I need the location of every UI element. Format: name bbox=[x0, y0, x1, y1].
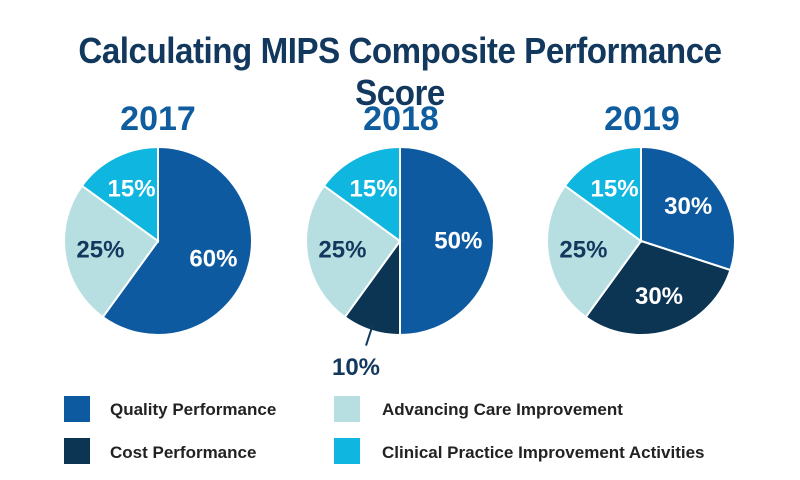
pie-2018-label-cost: 10% bbox=[332, 354, 380, 381]
pie-2017-slice-clinical bbox=[80, 145, 159, 243]
pie-2019-slice-quality bbox=[640, 145, 736, 272]
pie-2019-slice-advancing bbox=[546, 184, 643, 319]
pie-2017-label-quality: 60% bbox=[189, 246, 237, 273]
pie-2017-label-advancing: 25% bbox=[76, 237, 124, 264]
pie-2018: 50% 10% 25% 15% bbox=[305, 145, 495, 381]
legend-label-quality: Quality Performance bbox=[110, 400, 277, 419]
pie-2019-label-quality: 30% bbox=[664, 193, 712, 220]
pie-2018-slice-clinical bbox=[322, 145, 401, 243]
year-label-2018: 2018 bbox=[363, 100, 439, 138]
legend-swatch-clinical bbox=[334, 438, 360, 464]
legend-label-cost: Cost Performance bbox=[110, 443, 257, 462]
year-label-2017: 2017 bbox=[120, 100, 196, 138]
pie-2019-slice-clinical bbox=[563, 145, 642, 243]
pie-2019-label-cost: 30% bbox=[635, 283, 683, 310]
pie-2018-slice-advancing bbox=[305, 184, 402, 319]
pie-2018-label-clinical: 15% bbox=[350, 176, 398, 203]
pie-2018-slice-quality bbox=[399, 145, 495, 337]
pie-2017-slice-advancing bbox=[63, 184, 160, 319]
legend-label-advancing: Advancing Care Improvement bbox=[382, 400, 623, 419]
pie-2019-slice-cost bbox=[584, 239, 732, 336]
legend-swatch-advancing bbox=[334, 396, 360, 422]
pie-2017-label-clinical: 15% bbox=[108, 176, 156, 203]
pie-2018-label-quality: 50% bbox=[434, 228, 482, 255]
pie-2018-leader-cost bbox=[365, 322, 375, 346]
chart-title: Calculating MIPS Composite Performance S… bbox=[78, 30, 722, 113]
legend-swatch-quality bbox=[64, 396, 90, 422]
pie-2019: 30% 30% 25% 15% bbox=[546, 145, 736, 336]
year-label-2019: 2019 bbox=[604, 100, 680, 138]
pie-2018-label-advancing: 25% bbox=[318, 237, 366, 264]
pie-2017: 60% 25% 15% bbox=[63, 145, 253, 336]
legend-swatch-cost bbox=[64, 438, 90, 464]
pie-2019-label-advancing: 25% bbox=[559, 237, 607, 264]
legend-label-clinical: Clinical Practice Improvement Activities bbox=[382, 443, 705, 462]
pie-2019-label-clinical: 15% bbox=[591, 176, 639, 203]
pie-2017-slice-quality bbox=[101, 145, 253, 336]
